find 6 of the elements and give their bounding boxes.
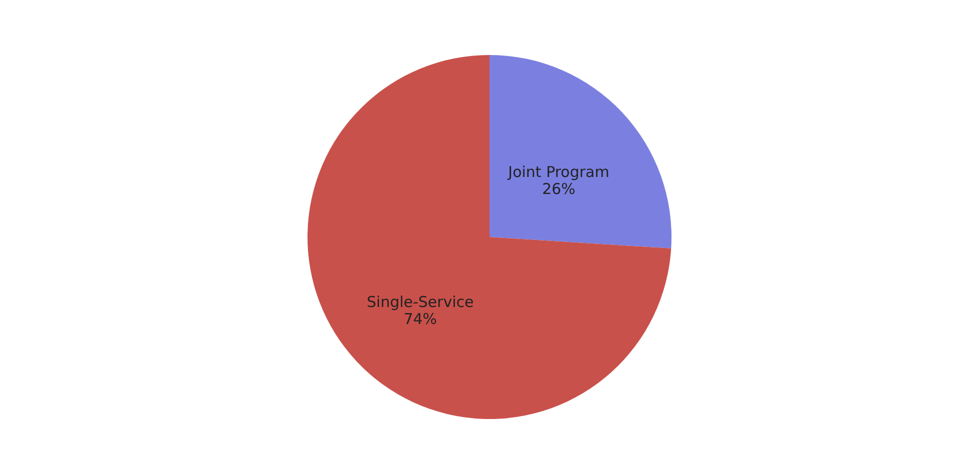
pie-slice bbox=[308, 55, 672, 419]
data-label: 26% bbox=[542, 180, 576, 198]
slice-label: Joint Program bbox=[507, 162, 610, 181]
slice-label: Single-Service bbox=[366, 293, 474, 312]
data-label: 74% bbox=[404, 310, 437, 328]
pie-slice bbox=[490, 55, 672, 248]
